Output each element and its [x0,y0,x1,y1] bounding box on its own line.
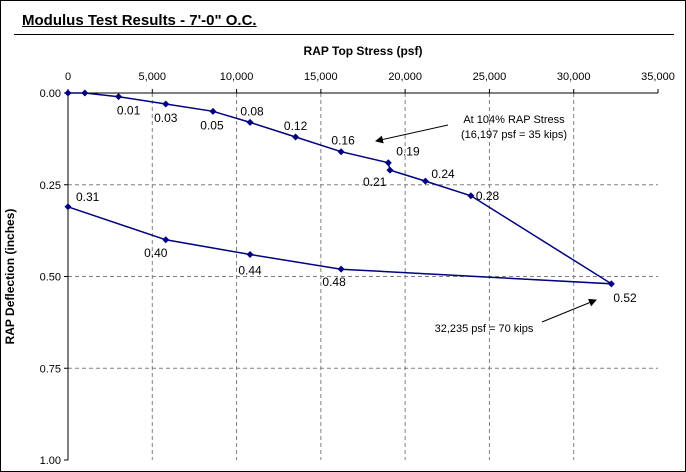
grid-layer [68,93,658,460]
y-tick-label: 0.00 [40,88,61,100]
annotation-arrow [375,124,449,144]
data-point-marker [162,236,170,244]
data-label: 0.19 [396,145,420,159]
data-point-marker [337,265,345,273]
title-underline-rule [14,34,674,35]
data-label: 0.21 [363,175,387,189]
x-tick-label: 20,000 [388,71,422,83]
data-point-marker [292,133,300,141]
data-label: 0.48 [322,275,346,289]
x-axis-label: RAP Top Stress (psf) [304,44,423,58]
data-point-marker [64,203,72,211]
data-point-marker [246,118,254,126]
annotation-line: (16,197 psf = 35 kips) [461,129,567,141]
data-label: 0.52 [613,291,637,305]
x-tick-label: 10,000 [220,71,254,83]
data-point-marker [115,93,123,101]
x-tick-label: 15,000 [304,71,338,83]
y-axis-label: RAP Deflection (inches) [3,209,17,345]
data-point-marker [162,100,170,108]
data-point-marker [607,280,615,288]
data-label: 0.28 [476,189,500,203]
y-tick-label: 0.50 [40,272,61,284]
data-label: 0.40 [144,246,168,260]
data-label: 0.03 [154,111,178,125]
y-tick-label: 0.75 [40,363,61,375]
data-point-marker [337,148,345,156]
data-point-marker [81,89,89,97]
data-label: 0.24 [431,167,455,181]
y-tick-label: 0.25 [40,180,61,192]
annotation-layer: At 104% RAP Stress (16,197 psf = 35 kips)… [375,114,597,335]
data-point-marker [246,250,254,258]
x-tick-label: 35,000 [641,71,675,83]
data-point-marker [64,89,72,97]
x-tick-label: 5,000 [139,71,167,83]
chart-title: Modulus Test Results - 7'-0" O.C. [22,12,257,29]
data-label: 0.12 [284,119,308,133]
x-tick-label: 25,000 [473,71,507,83]
data-label: 0.05 [200,118,224,132]
series-layer [64,89,615,288]
data-label: 0.16 [331,134,355,148]
y-tick-label: 1.00 [40,455,61,467]
annotation-line: At 104% RAP Stress [463,114,565,126]
data-point-marker [386,166,394,174]
axis-layer: 0 5,000 10,000 15,000 20,000 25,000 30,000 35,0… [40,71,675,467]
data-label: 0.01 [117,104,141,118]
data-label: 0.31 [76,190,100,204]
data-point-marker [421,177,429,185]
annotation-arrow [541,298,597,323]
data-label-layer: 0.01 0.03 0.05 0.08 0.12 0.16 0.19 0.21 0.24 0.28… [76,104,637,305]
data-point-marker [209,107,217,115]
x-tick-label: 0 [65,71,71,83]
data-point-marker [467,192,475,200]
x-tick-label: 30,000 [557,71,591,83]
data-point-marker [384,159,392,167]
annotation-line: 32,235 psf = 70 kips [435,323,534,335]
data-label: 0.08 [240,104,264,118]
data-label: 0.44 [238,263,262,277]
